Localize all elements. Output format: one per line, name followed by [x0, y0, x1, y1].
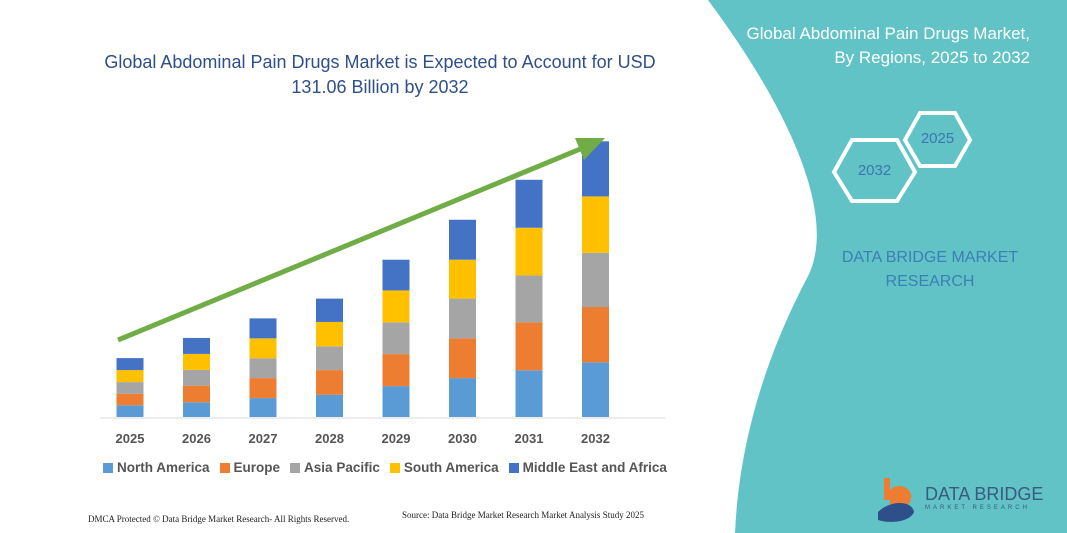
- bar-2028-middle-east-and-africa: [316, 298, 343, 322]
- bar-2027-north-america: [249, 398, 277, 417]
- bar-2031-north-america: [515, 370, 543, 417]
- side-panel-title: Global Abdominal Pain Drugs Market, By R…: [746, 24, 1030, 67]
- bar-2025-asia-pacific: [116, 382, 144, 394]
- bar-2027-asia-pacific: [249, 358, 277, 379]
- bar-2029-asia-pacific: [382, 322, 410, 355]
- legend-item: South America: [389, 460, 499, 475]
- hex-label-2032: 2032: [857, 162, 892, 179]
- bar-2026-middle-east-and-africa: [183, 337, 210, 354]
- bar-2026-south-america: [183, 353, 210, 370]
- bar-2032-asia-pacific: [582, 252, 609, 308]
- bar-2025-middle-east-and-africa: [116, 358, 144, 371]
- legend-swatch: [290, 462, 301, 473]
- logo-name: DATA BRIDGE: [925, 484, 1044, 504]
- hexagon-2032: [831, 138, 918, 203]
- bar-2030-north-america: [449, 378, 476, 417]
- bar-2032-south-america: [582, 196, 609, 253]
- legend-label: North America: [117, 460, 210, 475]
- legend-swatch: [219, 462, 230, 473]
- bar-2027-south-america: [249, 338, 277, 359]
- legend-swatch: [508, 462, 519, 473]
- x-tick-label: 2026: [182, 431, 211, 446]
- chart-title: Global Abdominal Pain Drugs Market is Ex…: [104, 52, 656, 97]
- legend-swatch: [103, 462, 113, 473]
- bar-2028-south-america: [316, 321, 343, 347]
- bar-2031-south-america: [515, 227, 543, 276]
- bar-2027-europe: [249, 378, 277, 399]
- bar-2025-europe: [116, 393, 144, 406]
- bar-2029-europe: [382, 354, 410, 387]
- x-tick-label: 2027: [249, 431, 278, 446]
- legend-label: South America: [403, 460, 499, 475]
- bar-2029-north-america: [382, 386, 410, 417]
- x-tick-label: 2029: [382, 431, 411, 446]
- bar-2031-middle-east-and-africa: [515, 179, 543, 228]
- bar-2030-europe: [449, 338, 476, 379]
- trend-arrow: [117, 142, 591, 343]
- bar-2027-middle-east-and-africa: [249, 318, 277, 339]
- x-tick-label: 2031: [515, 431, 544, 446]
- x-tick-label: 2025: [116, 431, 145, 446]
- bar-2026-north-america: [183, 402, 210, 417]
- x-tick-label: 2032: [581, 431, 610, 446]
- legend-swatch: [389, 462, 400, 473]
- bar-2030-middle-east-and-africa: [449, 219, 476, 260]
- logo-tagline: MARKET RESEARCH: [925, 505, 1030, 511]
- source-note: Source: Data Bridge Market Research Mark…: [402, 510, 644, 520]
- bar-2032-europe: [582, 307, 609, 363]
- bar-2032-north-america: [582, 362, 609, 417]
- bar-2029-south-america: [382, 290, 410, 323]
- bar-2025-south-america: [116, 370, 144, 383]
- bar-2031-asia-pacific: [515, 275, 543, 323]
- bar-2026-asia-pacific: [183, 369, 210, 386]
- legend-label: Europe: [233, 460, 281, 475]
- brand-text: DATA BRIDGE MARKET RESEARCH: [841, 249, 1019, 290]
- logo-icon: [878, 478, 914, 522]
- x-tick-label: 2030: [448, 431, 477, 446]
- side-panel-shape: [708, 0, 1067, 533]
- hex-label-2025: 2025: [920, 130, 955, 147]
- bar-2025-north-america: [116, 405, 144, 417]
- bar-2028-europe: [316, 370, 343, 395]
- legend-label: Middle East and Africa: [522, 460, 667, 475]
- legend-item: North America: [103, 460, 210, 475]
- legend: North America Europe Asia Pacific South Ame…: [103, 460, 667, 475]
- trend-arrow-head: [575, 138, 605, 160]
- legend-item: Europe: [219, 460, 281, 475]
- dmca-notice: DMCA Protected © Data Bridge Market Rese…: [88, 514, 350, 524]
- bar-2031-europe: [515, 322, 543, 371]
- bar-2030-asia-pacific: [449, 298, 476, 339]
- legend-item: Asia Pacific: [290, 460, 380, 475]
- bar-2026-europe: [183, 385, 210, 403]
- bar-2028-asia-pacific: [316, 346, 343, 371]
- bar-2028-north-america: [316, 394, 343, 417]
- x-tick-label: 2028: [315, 431, 344, 446]
- bar-2030-south-america: [449, 259, 476, 299]
- legend-label: Asia Pacific: [304, 460, 380, 475]
- legend-item: Middle East and Africa: [508, 460, 667, 475]
- hexagon-2025: [902, 111, 973, 168]
- bar-2029-middle-east-and-africa: [382, 259, 410, 291]
